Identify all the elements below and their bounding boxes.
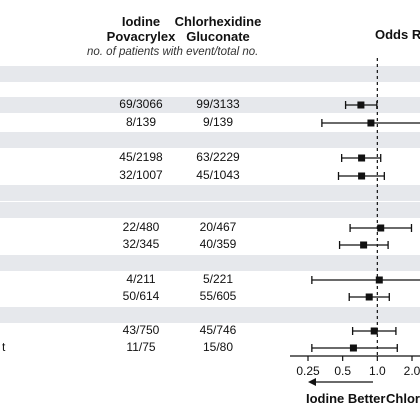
x-tick-label: 1.0 <box>368 364 386 378</box>
row-chlorhexidine-count: 5/221 <box>202 272 234 286</box>
row-iodine-count: 69/3066 <box>119 97 163 111</box>
favor-left-label: Iodine Better <box>306 391 386 406</box>
band-3 <box>0 132 420 148</box>
band-7 <box>0 307 420 323</box>
row-iodine-count: 8/139 <box>125 115 157 129</box>
band-4 <box>0 185 420 201</box>
row-chlorhexidine-count: 55/605 <box>199 289 237 303</box>
row-iodine-count: 22/480 <box>122 220 160 234</box>
band-6 <box>0 255 420 271</box>
column-header-iodine: Iodine Povacrylex <box>86 14 196 44</box>
row-iodine-count: 11/75 <box>126 340 156 354</box>
row-iodine-count: 43/750 <box>122 323 160 337</box>
x-tick-label: 0.5 <box>334 364 351 378</box>
x-tick-label: 2.0 <box>403 364 420 378</box>
row-iodine-count: 32/1007 <box>119 168 163 182</box>
row-chlorhexidine-count: 15/80 <box>202 340 234 354</box>
point-estimate <box>367 119 375 127</box>
subheader-note: no. of patients with event/total no. <box>87 46 259 58</box>
band-5 <box>0 202 420 218</box>
point-estimate <box>360 241 368 249</box>
row-iodine-count: 32/345 <box>122 237 160 251</box>
point-estimate <box>365 293 373 301</box>
point-estimate <box>358 172 366 180</box>
point-estimate <box>349 344 357 352</box>
favor-left-arrow-head <box>308 378 316 386</box>
row-chlorhexidine-count: 45/746 <box>199 323 237 337</box>
row-label: t <box>2 340 6 354</box>
row-iodine-count: 50/614 <box>122 289 160 303</box>
column-header-iodine-line1: Iodine <box>121 14 161 29</box>
row-iodine-count: 45/2198 <box>119 150 163 164</box>
point-estimate <box>375 276 383 284</box>
column-header-chlorhexidine-line1: Chlorhexidine <box>174 14 262 29</box>
x-tick-label: 0.25 <box>296 364 320 378</box>
band-1 <box>0 66 420 82</box>
column-header-iodine-line2: Povacrylex <box>106 29 176 44</box>
favor-right-label: Chlor <box>386 391 420 406</box>
row-chlorhexidine-count: 40/359 <box>199 237 237 251</box>
column-header-chlorhexidine: Chlorhexidine Gluconate <box>163 14 273 44</box>
point-estimate <box>358 154 366 162</box>
row-chlorhexidine-count: 99/3133 <box>196 97 240 111</box>
point-estimate <box>357 101 365 109</box>
point-estimate <box>370 327 378 335</box>
column-header-chlorhexidine-line2: Gluconate <box>186 29 250 44</box>
column-header-odds-ratio: Odds Rat <box>375 27 420 42</box>
row-iodine-count: 4/211 <box>126 272 156 286</box>
band-2 <box>0 97 420 113</box>
point-estimate <box>377 224 385 232</box>
row-chlorhexidine-count: 20/467 <box>199 220 237 234</box>
row-chlorhexidine-count: 9/139 <box>202 115 234 129</box>
row-chlorhexidine-count: 63/2229 <box>196 150 240 164</box>
row-chlorhexidine-count: 45/1043 <box>196 168 240 182</box>
